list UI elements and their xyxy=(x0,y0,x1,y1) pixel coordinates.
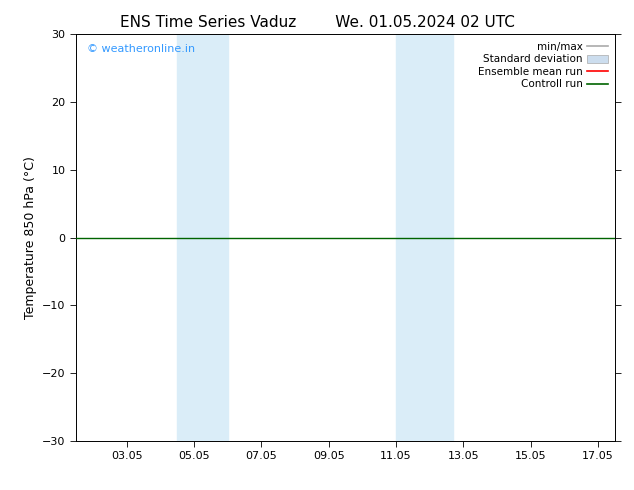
Bar xyxy=(396,34,453,441)
Legend: min/max, Standard deviation, Ensemble mean run, Controll run: min/max, Standard deviation, Ensemble me… xyxy=(476,40,610,92)
Y-axis label: Temperature 850 hPa (°C): Temperature 850 hPa (°C) xyxy=(23,156,37,319)
Bar xyxy=(177,34,228,441)
Text: © weatheronline.in: © weatheronline.in xyxy=(87,45,195,54)
Text: ENS Time Series Vaduz        We. 01.05.2024 02 UTC: ENS Time Series Vaduz We. 01.05.2024 02 … xyxy=(120,15,514,30)
